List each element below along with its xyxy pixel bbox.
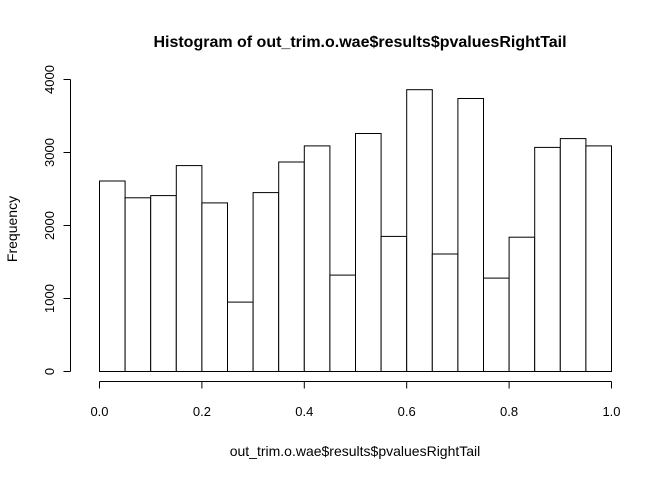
histogram-bar (329, 274, 356, 373)
histogram-bar (124, 197, 152, 372)
histogram-bar (355, 133, 382, 372)
histogram-bar (303, 145, 331, 372)
histogram-bar (585, 145, 613, 372)
histogram-bar (150, 195, 177, 372)
histogram-bar (457, 98, 484, 372)
x-tick-label: 1.0 (602, 404, 620, 419)
histogram-bar (483, 277, 510, 373)
histogram-bar (559, 138, 587, 372)
x-axis: 0.0 0.2 0.4 0.6 0.8 1.0 (90, 381, 621, 419)
histogram-bar (508, 236, 536, 372)
chart-title: Histogram of out_trim.o.wae$results$pval… (153, 34, 566, 51)
y-tick-label: 2000 (42, 211, 57, 240)
histogram-bar (99, 180, 126, 372)
histogram-bar (431, 253, 459, 372)
x-tick-label: 0.2 (193, 404, 211, 419)
histogram-bar (380, 235, 408, 372)
histogram-bar (278, 161, 305, 372)
bars-group (99, 89, 613, 373)
histogram-bar (406, 89, 433, 372)
x-tick-label: 0.6 (398, 404, 416, 419)
histogram-bar (227, 301, 254, 373)
y-tick-label: 3000 (42, 138, 57, 167)
histogram-bar (252, 192, 280, 372)
x-tick-label: 0.8 (500, 404, 518, 419)
y-axis-label: Frequency (4, 196, 20, 262)
y-tick-label: 1000 (42, 284, 57, 313)
histogram-bar (201, 202, 228, 372)
histogram-bar (175, 165, 203, 372)
x-axis-label: out_trim.o.wae$results$pvaluesRightTail (230, 443, 481, 459)
y-tick-label: 4000 (42, 65, 57, 94)
x-tick-label: 0.4 (295, 404, 313, 419)
y-axis: 0 1000 2000 3000 4000 (42, 65, 71, 375)
histogram-bar (534, 146, 561, 372)
x-tick-label: 0.0 (90, 404, 108, 419)
y-tick-label: 0 (42, 368, 57, 375)
